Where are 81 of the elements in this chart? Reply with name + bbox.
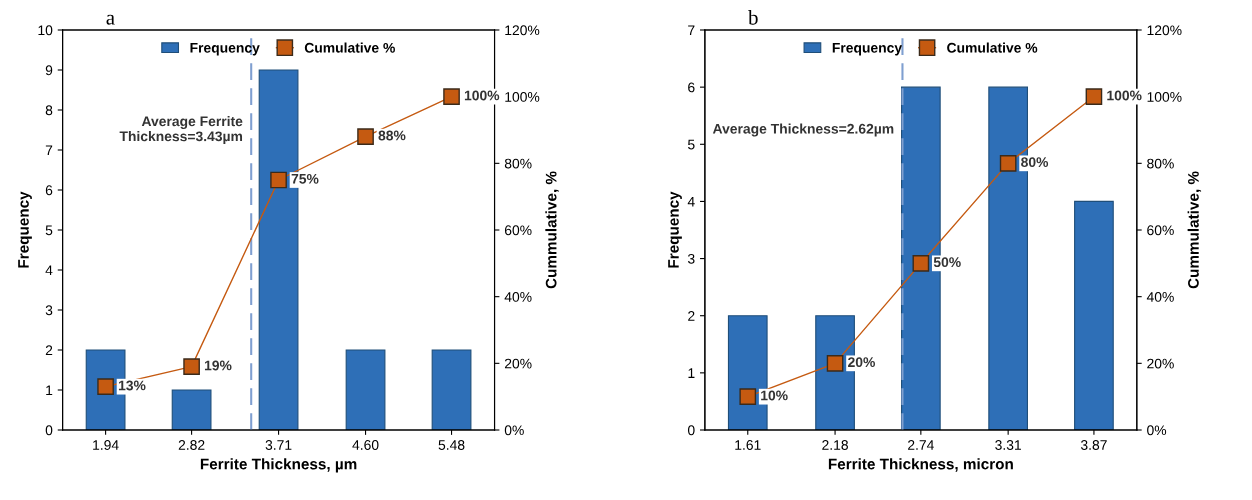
y2-tick-label: 40% — [504, 292, 532, 302]
data-label: 50% — [933, 257, 961, 268]
y2-tick-label: 20% — [1147, 358, 1174, 369]
data-label: 100% — [1107, 90, 1142, 101]
data-label: 10% — [761, 390, 788, 401]
point — [183, 358, 200, 376]
data-label: 20% — [848, 357, 875, 368]
bar — [345, 349, 386, 430]
y-tick-label: 9 — [45, 65, 53, 76]
bar — [1074, 200, 1114, 430]
point — [739, 388, 757, 406]
y2-tick-label: 60% — [1147, 225, 1174, 236]
y2-tick-label: 120% — [1147, 25, 1182, 36]
y-axis-title: Frequency — [668, 191, 682, 268]
x-tick-label: 3.31 — [995, 440, 1021, 450]
y2-tick-label: 80% — [504, 158, 532, 169]
y-tick-label: 8 — [45, 105, 53, 116]
y2-tick-label: 20% — [504, 358, 532, 369]
y-tick-label: 1 — [46, 385, 53, 396]
chart-title: b — [748, 9, 758, 25]
y-tick-label: 1 — [688, 368, 695, 378]
y-tick-label: 5 — [687, 139, 695, 150]
legend-label: Cumulative % — [304, 42, 395, 53]
point — [270, 171, 287, 189]
legend-label: Cumulative % — [947, 42, 1038, 53]
y-tick-label: 4 — [687, 196, 695, 207]
x-axis-title: Ferrite Thickness, µm — [200, 458, 357, 473]
y-tick-label: 0 — [687, 425, 695, 436]
bar — [431, 349, 472, 430]
data-label: 80% — [1021, 157, 1049, 168]
legend-label: Frequency — [832, 43, 903, 56]
x-tick-label: 3.87 — [1080, 440, 1107, 450]
x-tick-label: 2.74 — [908, 440, 934, 450]
point — [97, 378, 114, 396]
point — [443, 88, 460, 106]
data-label: 13% — [118, 380, 146, 391]
y2-axis-title: Cummulative, % — [1187, 171, 1202, 289]
point — [912, 254, 930, 272]
x-tick-label: 1.61 — [735, 440, 761, 450]
y-tick-label: 3 — [45, 305, 53, 316]
y-tick-label: 3 — [687, 253, 695, 264]
y2-axis-title: Cummulative, % — [545, 171, 559, 289]
ref-line-label: Average Ferrite Thickness=3.43µm — [119, 116, 243, 144]
x-tick-label: 2.18 — [822, 440, 848, 450]
y2-tick-label: 60% — [504, 225, 532, 236]
y-tick-label: 4 — [45, 265, 53, 276]
point — [999, 154, 1017, 172]
data-label: 88% — [378, 130, 406, 141]
y-tick-label: 0 — [45, 425, 53, 436]
point — [1085, 88, 1103, 106]
chart-title: a — [106, 14, 115, 25]
point — [826, 354, 844, 372]
x-tick-label: 3.71 — [265, 440, 292, 450]
y-tick-label: 7 — [45, 145, 53, 156]
y-tick-label: 10 — [38, 25, 53, 36]
ref-line-label: Average Thickness=2.62µm — [712, 123, 894, 137]
bar — [171, 389, 212, 430]
y-tick-label: 2 — [688, 311, 695, 321]
y-axis-title: Frequency — [18, 191, 32, 268]
y2-tick-label: 100% — [1147, 92, 1182, 102]
legend-label: Frequency — [190, 43, 260, 56]
y2-tick-label: 100% — [505, 92, 540, 102]
y2-tick-label: 40% — [1146, 292, 1174, 302]
point — [357, 128, 374, 146]
y2-tick-label: 80% — [1147, 158, 1174, 169]
y-tick-label: 2 — [45, 345, 53, 356]
y2-tick-label: 0% — [1147, 425, 1167, 436]
y2-tick-label: 120% — [505, 25, 540, 36]
y-tick-label: 5 — [45, 225, 53, 236]
x-tick-label: 1.94 — [93, 440, 119, 450]
data-label: 100% — [464, 90, 500, 101]
y-tick-label: 6 — [45, 185, 53, 196]
x-tick-label: 2.82 — [178, 440, 205, 450]
data-label: 75% — [291, 173, 319, 184]
y-tick-label: 6 — [688, 82, 695, 93]
y2-tick-label: 0% — [504, 425, 524, 436]
data-label: 19% — [204, 360, 232, 371]
y-tick-label: 7 — [688, 25, 695, 36]
x-axis-title: Ferrite Thickness, micron — [828, 458, 1013, 472]
x-tick-label: 4.60 — [352, 440, 379, 450]
x-tick-label: 5.48 — [438, 440, 465, 450]
